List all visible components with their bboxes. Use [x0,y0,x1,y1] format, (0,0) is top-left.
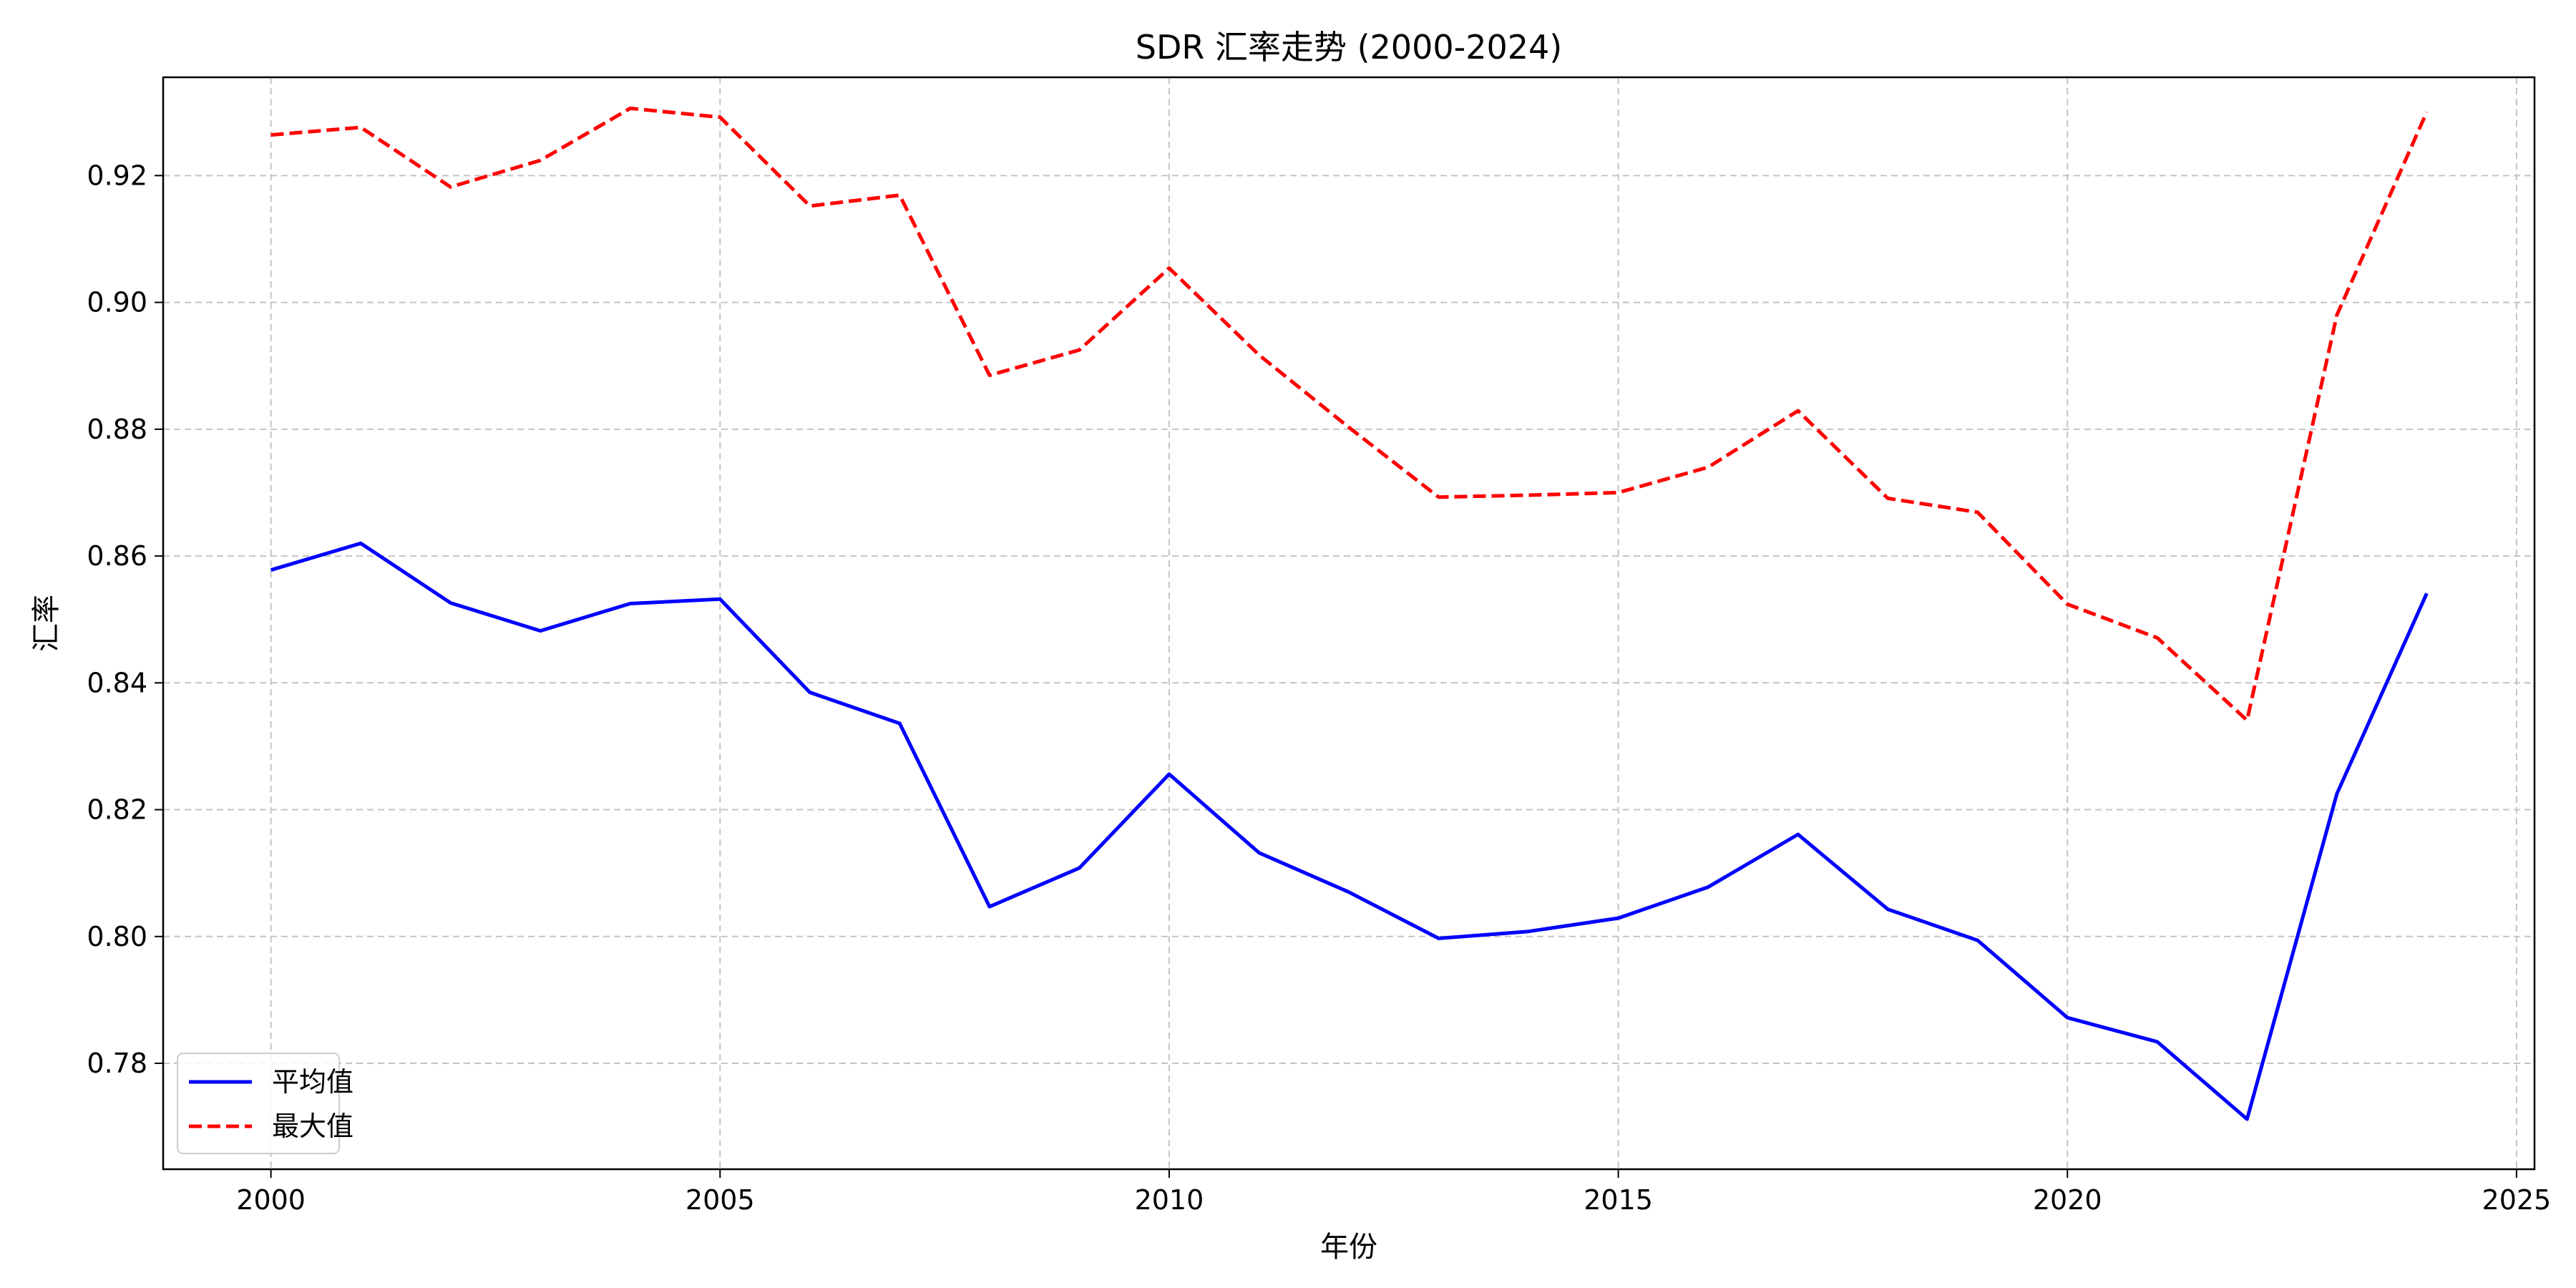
x-tick-label: 2005 [686,1184,755,1216]
grid-lines [163,77,2534,1169]
y-tick-label: 0.92 [87,160,147,191]
y-axis-label: 汇率 [30,595,63,652]
legend-label-2: 最大值 [272,1111,353,1142]
y-tick-label: 0.86 [87,540,147,572]
x-tick-label: 2010 [1135,1184,1204,1216]
series-lines [270,106,2429,1121]
y-tick-label: 0.82 [87,794,147,826]
y-tick-label: 0.90 [87,287,147,318]
y-tick-label: 0.84 [87,667,147,698]
y-tick-label: 0.78 [87,1048,147,1079]
plot-frame [162,76,2536,1171]
axis-ticks: 2000 2005 2010 2015 2020 2025 0.78 0.80 0.82 0.84… [87,160,2551,1216]
y-tick-label: 0.80 [87,921,147,952]
legend-label-1: 平均值 [272,1066,353,1098]
legend-box [177,1053,340,1154]
y-tick-label: 0.88 [87,414,147,445]
x-axis-label: 年份 [1320,1231,1377,1264]
x-tick-label: 2025 [2482,1184,2552,1216]
chart-title: SDR 汇率走势 (2000-2024) [1136,28,1562,67]
x-tick-label: 2000 [236,1184,306,1216]
x-tick-label: 2020 [2033,1184,2102,1216]
series-line-1 [270,541,2429,1121]
series-line-2 [270,106,2429,723]
x-tick-label: 2015 [1584,1184,1653,1216]
